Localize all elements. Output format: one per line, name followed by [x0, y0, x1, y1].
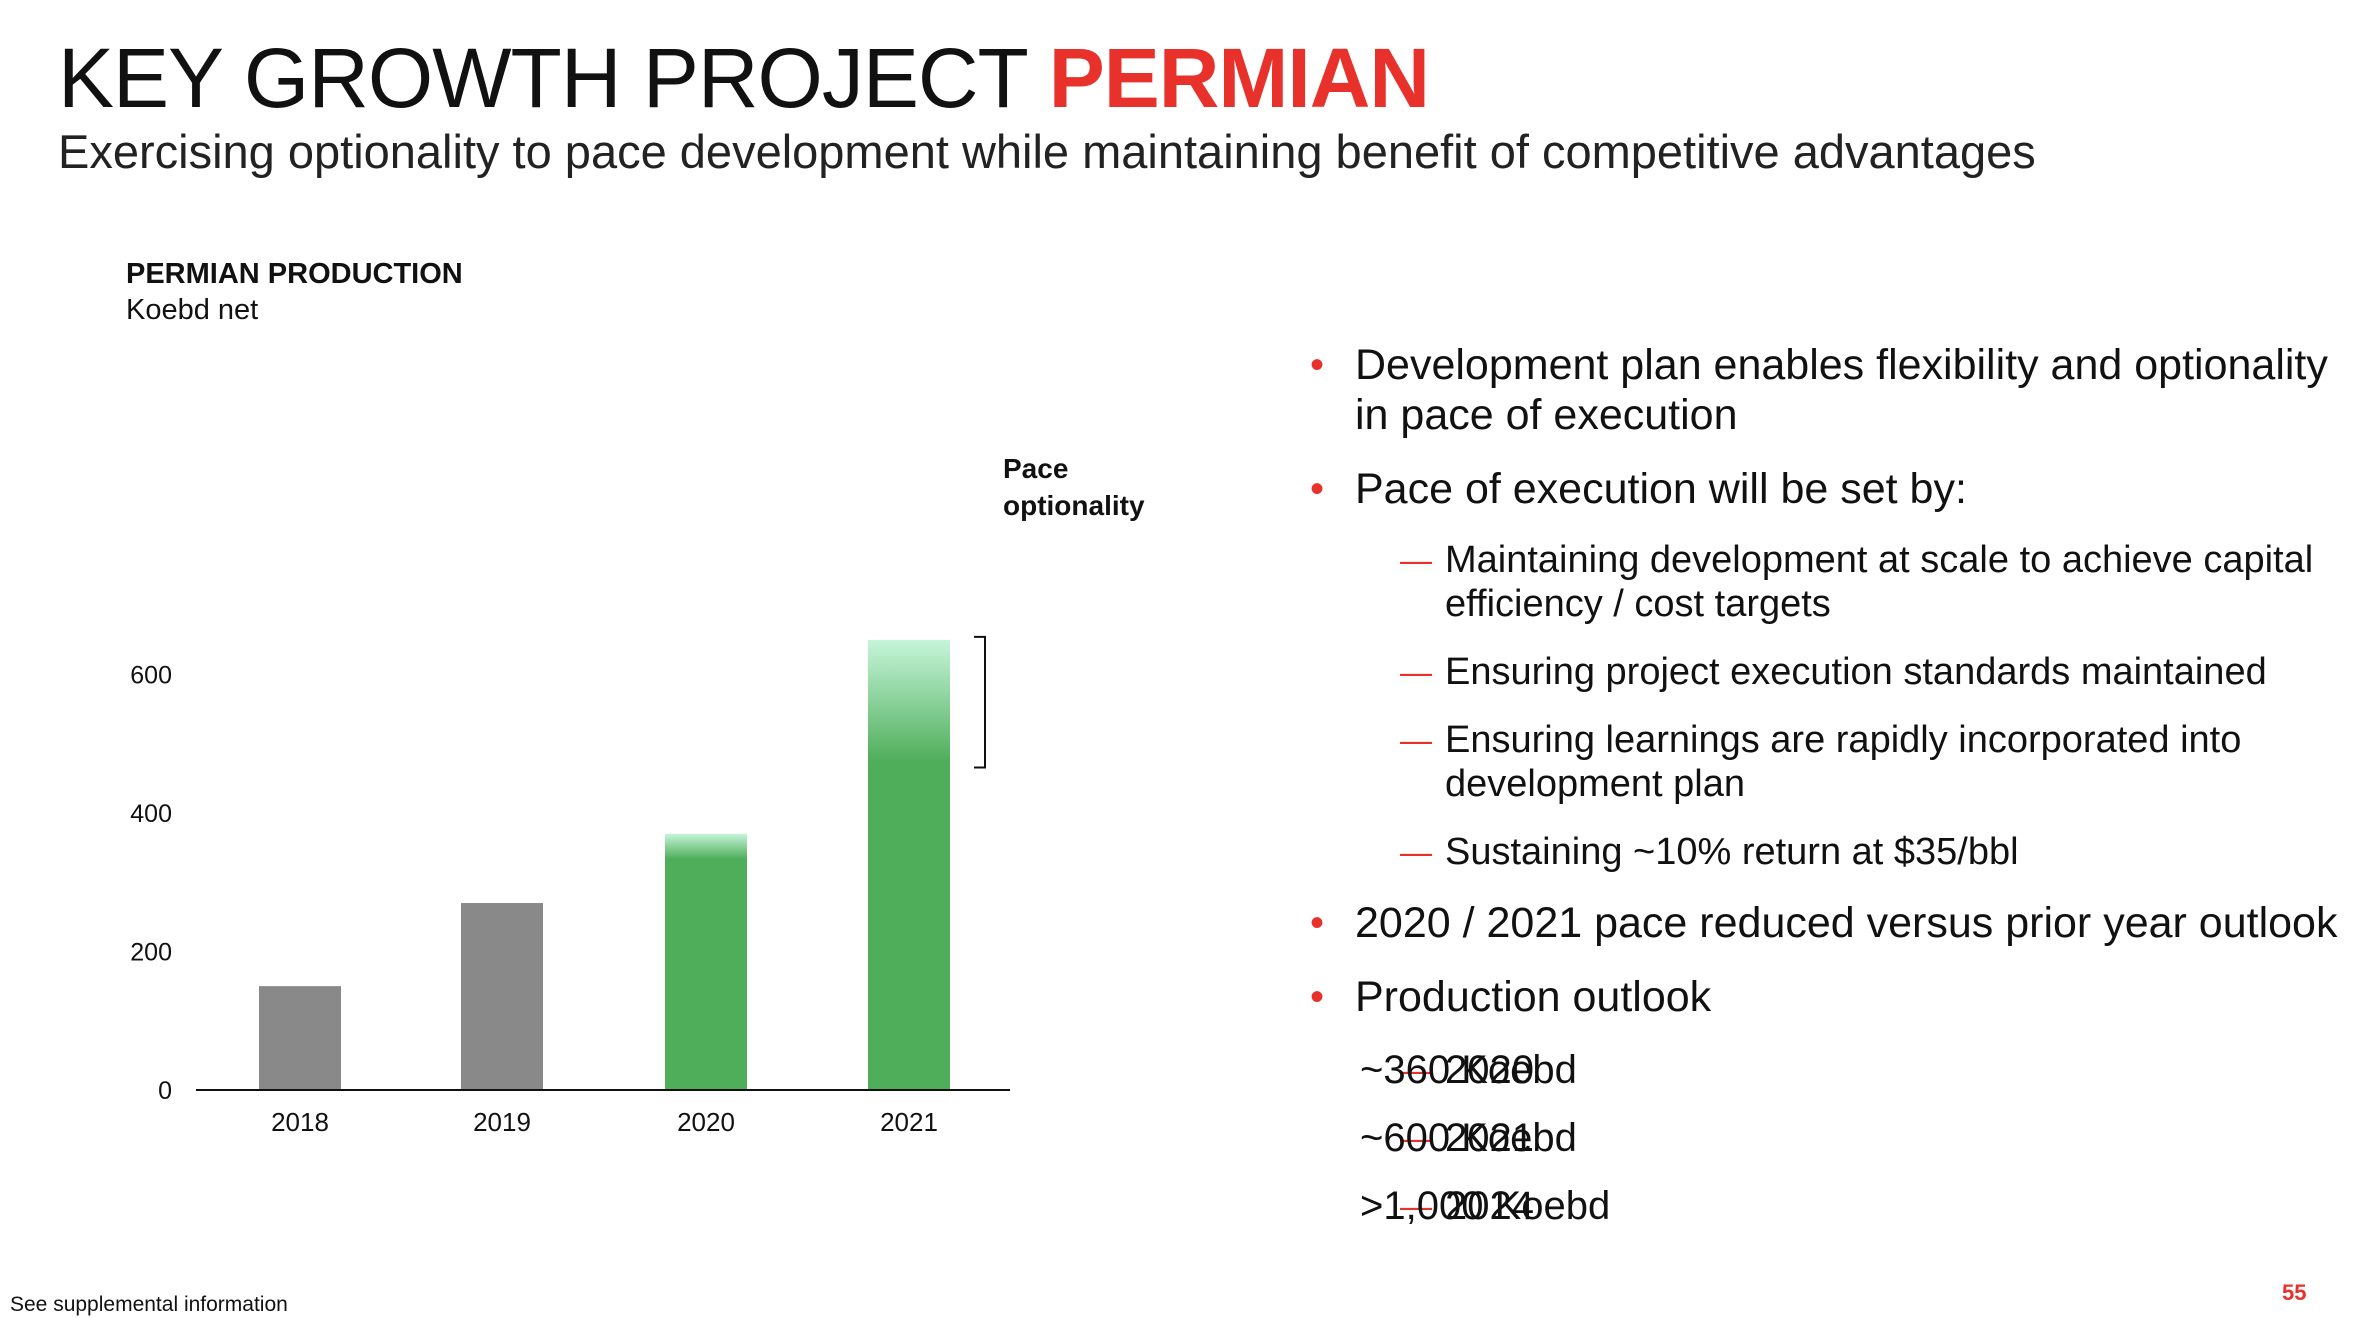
outlook-value: ~600 Koebd [1360, 1116, 1577, 1160]
annotation-label: Pace [1003, 453, 1068, 484]
x-tick-label: 2020 [677, 1107, 735, 1137]
y-tick-label: 400 [130, 800, 172, 828]
bullet-item: 2020 / 2021 pace reduced versus prior ye… [1310, 898, 2350, 948]
outlook-year: 2020 [1445, 1048, 1534, 1092]
title-accent: PERMIAN [1048, 31, 1430, 125]
bullet-item: Development plan enables flexibility and… [1310, 340, 2350, 440]
bar-2019 [461, 903, 543, 1090]
x-tick-label: 2019 [473, 1107, 531, 1137]
bar-2018 [259, 986, 341, 1090]
y-tick-label: 200 [130, 939, 172, 967]
page-subtitle: Exercising optionality to pace developme… [58, 125, 2036, 178]
chart-unit-label: Koebd net [126, 294, 259, 326]
outlook-value: >1,000 Koebd [1360, 1184, 1611, 1228]
x-tick-label: 2018 [271, 1107, 329, 1137]
y-tick-label: 600 [130, 662, 172, 690]
outlook-year: 2024 [1445, 1184, 1534, 1228]
footnote: See supplemental information [10, 1293, 288, 1316]
title-main: KEY GROWTH PROJECT [58, 31, 1027, 125]
annotation-label: optionality [1003, 490, 1145, 521]
y-tick-label: 0 [158, 1077, 172, 1105]
outlook-year: 2021 [1445, 1116, 1534, 1160]
bar-2020 [665, 858, 747, 1090]
page-title: KEY GROWTH PROJECT PERMIAN [58, 28, 1430, 128]
x-tick-label: 2021 [880, 1107, 938, 1137]
page-number: 55 [2282, 1280, 2307, 1305]
chart-title: PERMIAN PRODUCTION [126, 258, 463, 290]
outlook-row: 2020 ~360 Koebd [1310, 1046, 2350, 1094]
sub-bullet-item: Sustaining ~10% return at $35/bbl [1310, 830, 2350, 874]
production-bar-chart: 0 200 400 600 2018 2019 2020 2021 Pace optional… [130, 453, 1145, 1137]
pace-optionality-bracket [974, 635, 986, 769]
bullet-item: Production outlook [1310, 972, 2350, 1022]
bullet-item: Pace of execution will be set by: [1310, 464, 2350, 514]
sub-bullet-item: Ensuring learnings are rapidly incorpora… [1310, 718, 2350, 806]
bar-2021-optional [868, 639, 950, 763]
bar-2020-optional [665, 833, 747, 860]
bullet-list: Development plan enables flexibility and… [1310, 340, 2350, 1250]
outlook-value: ~360 Koebd [1360, 1048, 1577, 1092]
outlook-row: 2024 >1,000 Koebd [1310, 1182, 2350, 1230]
outlook-row: 2021 ~600 Koebd [1310, 1114, 2350, 1162]
sub-bullet-item: Maintaining development at scale to achi… [1310, 538, 2350, 626]
sub-bullet-item: Ensuring project execution standards mai… [1310, 650, 2350, 694]
bar-2021 [868, 761, 950, 1090]
